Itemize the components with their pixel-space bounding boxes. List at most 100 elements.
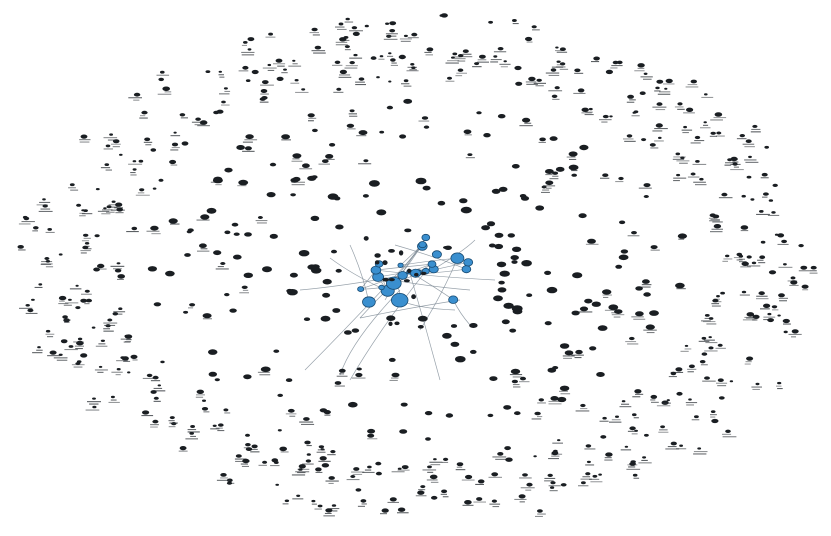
outer-node xyxy=(491,499,497,503)
middle-node-label xyxy=(549,175,559,180)
middle-node xyxy=(645,324,655,330)
outer-node-label xyxy=(71,364,85,368)
outer-node xyxy=(158,178,164,182)
outer-node xyxy=(783,330,788,334)
outer-node-label xyxy=(548,455,560,460)
outer-node xyxy=(615,415,619,418)
middle-node xyxy=(233,232,240,236)
hub-edge xyxy=(394,244,467,270)
outer-node-label xyxy=(693,181,707,186)
hub-neighbor-node xyxy=(382,260,388,266)
middle-node-label xyxy=(146,230,161,235)
inner-node xyxy=(501,319,510,325)
outer-node xyxy=(127,371,131,374)
outer-node xyxy=(110,395,115,399)
middle-node xyxy=(358,130,368,136)
outer-node xyxy=(267,63,272,67)
outer-node xyxy=(331,504,337,507)
middle-node-label xyxy=(255,220,268,224)
middle-node xyxy=(183,310,189,314)
outer-node xyxy=(388,80,392,83)
outer-node xyxy=(746,356,754,361)
inner-node xyxy=(491,188,501,194)
outer-node xyxy=(451,56,455,59)
outer-node xyxy=(100,339,105,342)
middle-node xyxy=(277,393,284,397)
outer-node xyxy=(602,114,609,119)
outer-node-label xyxy=(555,50,562,52)
outer-node xyxy=(760,240,766,244)
outer-node-label xyxy=(327,454,336,456)
middle-node-label xyxy=(638,187,652,189)
middle-node xyxy=(608,304,619,311)
outer-node xyxy=(632,473,638,477)
outer-node-label xyxy=(357,503,367,507)
outer-node xyxy=(768,199,774,202)
middle-node xyxy=(552,171,559,175)
outer-node-label xyxy=(668,376,677,378)
outer-node xyxy=(339,69,347,75)
middle-node xyxy=(642,279,650,284)
middle-node xyxy=(631,231,637,235)
middle-node-label xyxy=(676,288,686,290)
middle-node xyxy=(257,216,263,219)
outer-node-label xyxy=(335,26,347,30)
outer-node-label xyxy=(744,159,759,163)
middle-node-label xyxy=(464,134,472,136)
middle-node-label xyxy=(643,329,657,334)
middle-node xyxy=(568,164,579,171)
middle-node xyxy=(214,378,220,382)
inner-node xyxy=(450,324,458,328)
outer-node-label xyxy=(656,405,671,407)
outer-node xyxy=(58,253,63,256)
outer-node-label xyxy=(631,433,638,435)
middle-node-label xyxy=(291,158,303,162)
outer-node xyxy=(704,93,708,96)
outer-node xyxy=(389,29,396,33)
outer-node xyxy=(37,346,41,349)
outer-node xyxy=(684,344,689,347)
outer-node-label xyxy=(623,138,636,142)
outer-node xyxy=(714,112,723,117)
outer-node xyxy=(717,343,723,347)
outer-node xyxy=(741,290,747,294)
middle-node-label xyxy=(196,219,210,221)
outer-node xyxy=(190,425,196,428)
outer-node-label xyxy=(113,311,126,315)
middle-node xyxy=(202,313,212,319)
outer-node-label xyxy=(318,460,331,462)
outer-node xyxy=(554,86,560,90)
outer-node xyxy=(476,497,483,501)
outer-node-label xyxy=(406,70,419,72)
outer-node-label xyxy=(385,33,398,37)
outer-node xyxy=(741,194,746,198)
outer-node xyxy=(306,453,311,456)
outer-node-label xyxy=(489,503,501,508)
outer-node xyxy=(245,433,250,437)
outer-node-label xyxy=(32,349,43,354)
outer-node xyxy=(181,141,189,146)
outer-node xyxy=(97,263,105,269)
outer-node xyxy=(708,317,714,320)
outer-node xyxy=(243,41,248,44)
hub-edge xyxy=(375,269,496,281)
middle-node xyxy=(421,116,429,120)
middle-node-label xyxy=(578,311,593,313)
middle-node-label xyxy=(389,377,399,381)
outer-node-label xyxy=(407,37,419,39)
hub-neighbor-node xyxy=(394,321,400,326)
middle-node xyxy=(224,167,233,173)
middle-node-label xyxy=(631,316,646,320)
hub-node xyxy=(397,262,404,268)
outer-node xyxy=(767,312,772,316)
outer-node-label xyxy=(670,371,684,373)
middle-node-label xyxy=(285,413,297,417)
outer-node xyxy=(777,381,782,385)
outer-node xyxy=(336,87,342,91)
outer-node-label xyxy=(584,448,596,450)
outer-node xyxy=(411,66,416,69)
middle-node xyxy=(147,266,157,272)
outer-node xyxy=(251,444,258,449)
middle-node xyxy=(224,230,231,235)
outer-node-label xyxy=(452,56,460,58)
